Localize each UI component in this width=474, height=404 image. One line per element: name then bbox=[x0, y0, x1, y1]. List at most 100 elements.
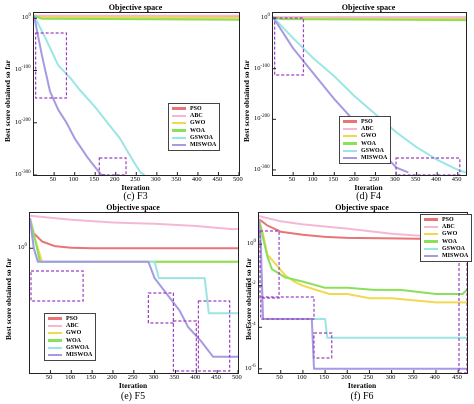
highlight-box bbox=[313, 332, 333, 359]
legend-entry: GWO bbox=[172, 120, 216, 127]
legend-swatch bbox=[48, 331, 62, 335]
y-tick-label: 10-100 bbox=[15, 65, 31, 74]
legend-swatch bbox=[343, 127, 357, 131]
x-tick-label: 50 bbox=[276, 374, 283, 381]
chart-title: Objective space bbox=[108, 3, 163, 12]
x-tick-label: 50 bbox=[45, 374, 53, 381]
panel-caption: (f) F6 bbox=[350, 391, 374, 402]
legend-entry: PSO bbox=[424, 216, 468, 223]
x-axis-label: Iteration bbox=[354, 183, 383, 192]
legend-entry: ABC bbox=[48, 322, 92, 329]
legend-entry: ABC bbox=[172, 112, 216, 119]
x-tick-label: 250 bbox=[369, 176, 380, 183]
y-tick-label: 100 bbox=[247, 239, 256, 248]
chart-title: Objective space bbox=[341, 3, 396, 12]
legend-entry: WOA bbox=[172, 127, 216, 134]
x-tick-label: 100 bbox=[65, 374, 76, 381]
y-axis-label: Best score obtained so far bbox=[3, 60, 12, 142]
series-line-miswoa bbox=[273, 16, 409, 174]
x-tick-label: 250 bbox=[130, 176, 141, 183]
highlight-box bbox=[458, 260, 467, 373]
y-tick-label: 10-200 bbox=[15, 117, 31, 126]
y-axis-label: Best score obtained so far bbox=[242, 60, 251, 142]
legend-entry: ABC bbox=[343, 125, 387, 132]
x-tick-label: 500 bbox=[233, 176, 243, 183]
x-tick-label: 300 bbox=[150, 176, 161, 183]
x-tick-label: 350 bbox=[410, 176, 421, 183]
panel-caption: (d) F4 bbox=[356, 191, 381, 202]
highlight-box bbox=[395, 157, 461, 175]
y-tick-label: 100 bbox=[261, 13, 270, 22]
legend-label: PSO bbox=[66, 315, 78, 322]
legend-swatch bbox=[424, 254, 438, 258]
y-tick-label: 10-200 bbox=[254, 114, 270, 123]
legend: PSO ABC GWO WOA GSWOA MISWOA bbox=[420, 214, 473, 262]
series-line-gswoa bbox=[34, 15, 146, 175]
legend: PSO ABC GWO WOA GSWOA MISWOA bbox=[168, 103, 221, 151]
legend-swatch bbox=[424, 240, 438, 243]
x-tick-label: 350 bbox=[407, 374, 418, 381]
highlight-box bbox=[172, 320, 197, 372]
plot-area bbox=[33, 12, 240, 176]
highlight-box bbox=[98, 157, 127, 175]
series-line-gwo bbox=[259, 218, 467, 304]
x-tick-label: 450 bbox=[451, 176, 462, 183]
legend-swatch bbox=[424, 247, 438, 251]
x-tick-label: 450 bbox=[452, 374, 462, 381]
legend-swatch bbox=[343, 149, 357, 153]
legend-entry: PSO bbox=[343, 118, 387, 125]
legend-label: GSWOA bbox=[442, 245, 466, 252]
legend-entry: WOA bbox=[343, 140, 387, 147]
legend-swatch bbox=[343, 142, 357, 145]
y-tick-label: 10-300 bbox=[15, 170, 31, 179]
x-tick-label: 350 bbox=[171, 176, 182, 183]
x-tick-label: 250 bbox=[363, 374, 374, 381]
legend-entry: GSWOA bbox=[343, 147, 387, 154]
legend-swatch bbox=[424, 218, 438, 221]
legend-label: MISWOA bbox=[442, 253, 469, 260]
legend-label: GSWOA bbox=[361, 147, 385, 154]
legend-label: ABC bbox=[190, 112, 203, 119]
x-tick-label: 150 bbox=[86, 374, 96, 381]
y-tick-label: 10-4 bbox=[245, 322, 256, 331]
series-line-woa bbox=[34, 14, 239, 21]
legend-label: GSWOA bbox=[190, 134, 214, 141]
series-line-gswoa bbox=[273, 16, 466, 174]
legend-entry: MISWOA bbox=[172, 141, 216, 148]
legend-entry: MISWOA bbox=[48, 351, 92, 358]
y-tick-label: 10-6 bbox=[245, 363, 256, 372]
legend-label: WOA bbox=[361, 140, 376, 147]
x-tick-label: 200 bbox=[109, 176, 120, 183]
x-tick-label: 350 bbox=[169, 374, 180, 381]
legend-label: PSO bbox=[190, 105, 202, 112]
legend-entry: GSWOA bbox=[48, 344, 92, 351]
chart-svg bbox=[273, 16, 466, 175]
x-tick-label: 400 bbox=[190, 374, 201, 381]
x-tick-label: 200 bbox=[341, 374, 351, 381]
legend-swatch bbox=[172, 114, 186, 118]
y-tick-label: 100 bbox=[22, 13, 31, 22]
legend-swatch bbox=[172, 107, 186, 110]
panel-caption: (c) F3 bbox=[123, 191, 148, 202]
x-tick-label: 200 bbox=[106, 374, 117, 381]
legend-label: MISWOA bbox=[361, 155, 388, 162]
chart-title: Objective space bbox=[106, 203, 160, 212]
legend: PSO ABC GWO WOA GSWOA MISWOA bbox=[339, 116, 392, 164]
x-tick-label: 400 bbox=[191, 176, 202, 183]
highlight-box bbox=[259, 230, 280, 299]
x-tick-label: 300 bbox=[148, 374, 159, 381]
legend-entry: WOA bbox=[48, 337, 92, 344]
highlight-box bbox=[30, 270, 84, 302]
legend-entry: PSO bbox=[172, 105, 216, 112]
highlight-box bbox=[197, 300, 231, 372]
series-line-miswoa bbox=[30, 218, 238, 358]
legend-label: ABC bbox=[361, 125, 374, 132]
chart-title: Objective space bbox=[335, 203, 389, 212]
highlight-box bbox=[35, 32, 68, 99]
legend-label: MISWOA bbox=[190, 142, 217, 149]
legend-swatch bbox=[48, 317, 62, 320]
legend-swatch bbox=[48, 346, 62, 350]
legend-label: GWO bbox=[442, 231, 458, 238]
legend-swatch bbox=[424, 225, 438, 229]
chart-svg bbox=[34, 14, 239, 175]
